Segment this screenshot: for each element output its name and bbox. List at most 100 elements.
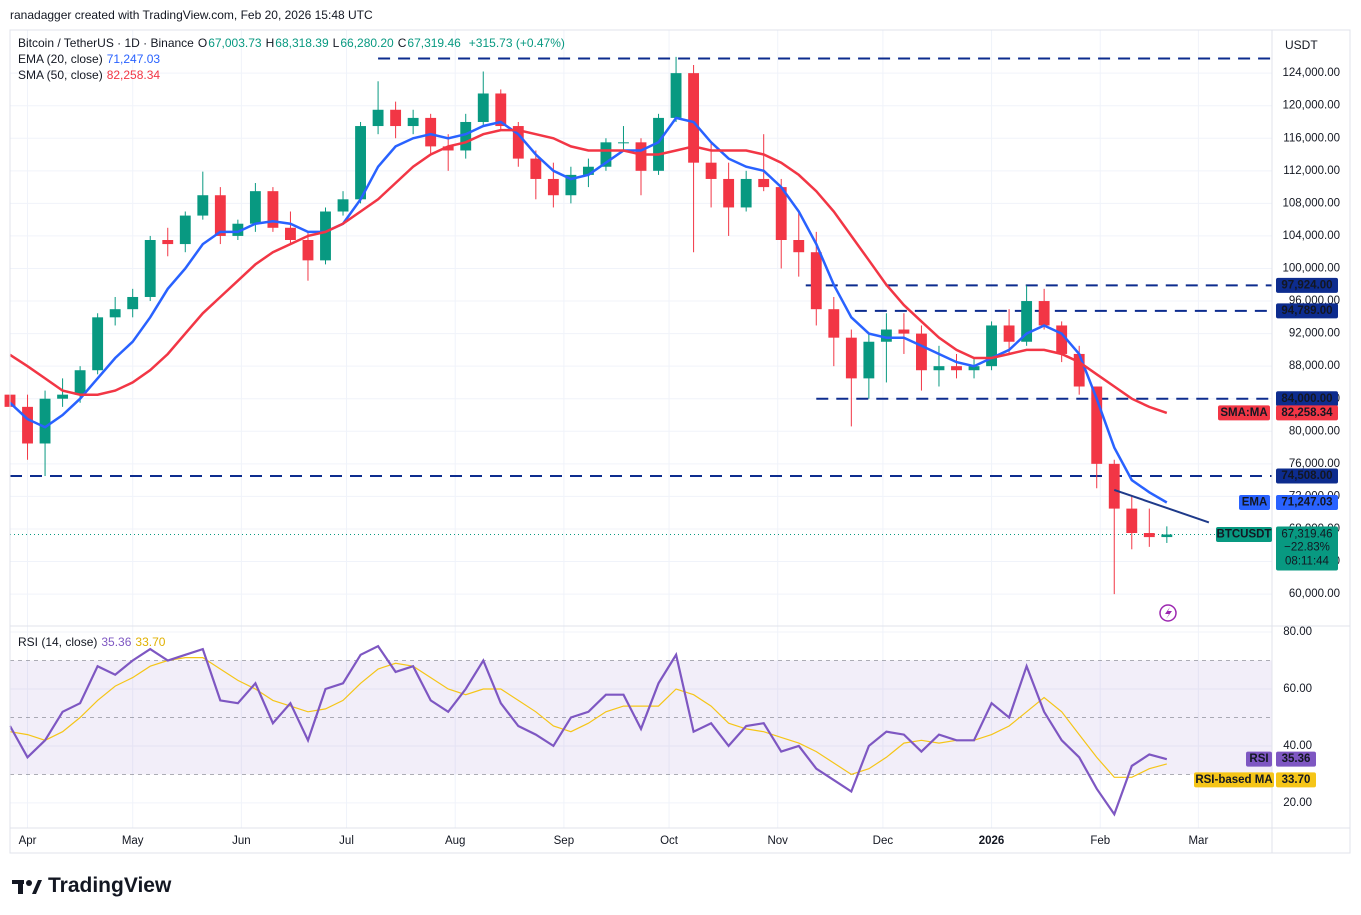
last-price-change: −22.83% <box>1284 542 1330 554</box>
alert-icon <box>1159 604 1177 622</box>
candle-body <box>1161 534 1173 538</box>
candle-body <box>337 199 349 212</box>
brand-logo: TradingView <box>12 874 175 898</box>
y-tick-label: 112,000.00 <box>1283 165 1340 177</box>
candle-body <box>355 126 366 200</box>
candle-body <box>407 117 419 127</box>
x-tick-label: Nov <box>767 835 788 847</box>
x-tick-label: Sep <box>554 835 574 847</box>
candle-body <box>39 398 51 444</box>
y-tick-label: 120,000.00 <box>1282 100 1340 112</box>
candle-body <box>249 191 261 224</box>
ohlc-value: 67,319.46 <box>407 36 461 50</box>
candle-body <box>775 187 787 240</box>
candle-body <box>22 406 33 444</box>
unit: USDT <box>1285 38 1318 52</box>
level-badge: 97,924.00 <box>1281 279 1332 291</box>
candle-body <box>127 296 139 310</box>
sma-name: SMA (50, close) <box>18 68 103 82</box>
candle-body <box>57 394 69 399</box>
last-price: 67,319.46 <box>1281 529 1332 541</box>
candle-body <box>179 215 191 245</box>
candle-body <box>565 174 577 196</box>
candle-body <box>74 370 86 395</box>
ma-badge: 71,247.03 <box>1281 497 1332 509</box>
candle-body <box>197 195 209 216</box>
brand: TradingView <box>48 874 172 897</box>
rsi-legend: RSI (14, close) 35.36 33.70 <box>18 635 169 649</box>
ma-badge-bg <box>1276 495 1338 511</box>
candle-body <box>1108 463 1120 509</box>
candle-body <box>828 309 840 338</box>
frame <box>9 29 1351 854</box>
level-badge-bg <box>1276 277 1338 293</box>
candle-body <box>530 158 542 179</box>
credit: ranadagger created with TradingView.com,… <box>10 8 373 22</box>
countdown: 08:11:44 <box>1285 556 1330 568</box>
ohlc-label: O <box>197 36 208 50</box>
candle-body <box>1021 301 1033 342</box>
rsi-value: 35.36 <box>101 635 132 649</box>
level-badge-bg <box>1276 468 1338 484</box>
rsi-tag-bg <box>1246 751 1272 767</box>
last-price-tag: BTCUSDT <box>1217 529 1272 541</box>
y-tick-label: 80,000.00 <box>1289 425 1340 437</box>
ma-tag: EMA <box>1242 497 1268 509</box>
symbol-line: Bitcoin / TetherUS · 1D · Binance O67,003… <box>18 36 569 50</box>
rsi-ma-badge: 33.70 <box>1282 774 1311 786</box>
ma-tag-bg <box>1239 495 1270 511</box>
ma-badge: 82,258.34 <box>1281 407 1333 419</box>
x-tick-label: Feb <box>1090 835 1110 847</box>
rsi-line <box>9 644 1168 817</box>
level-badge: 84,000.00 <box>1281 393 1332 405</box>
candle-body <box>442 146 454 151</box>
ema-name: EMA (20, close) <box>18 52 103 66</box>
trendline <box>1113 488 1210 524</box>
level-badge: 74,508.00 <box>1281 470 1332 482</box>
candle-body <box>109 309 121 318</box>
candle-body <box>547 178 559 196</box>
candle-body <box>1073 353 1085 387</box>
candle-body <box>705 162 717 179</box>
candle-body <box>1056 325 1068 354</box>
x-tick-label: 2026 <box>979 835 1005 847</box>
candle-body <box>582 166 594 175</box>
rsi-tick-label: 80.00 <box>1283 626 1312 638</box>
rsi-tick-label: 40.00 <box>1283 740 1312 752</box>
candle-body <box>495 93 507 127</box>
x-tick-label: Jul <box>339 835 354 847</box>
candle-body <box>302 240 314 261</box>
candle-body <box>512 126 524 159</box>
candle-body <box>1003 325 1015 342</box>
ema-legend: EMA (20, close) 71,247.03 <box>18 52 164 66</box>
ohlc: O67,003.73 H68,318.39 L66,280.20 C67,319.46 <box>198 36 465 50</box>
candle-body <box>320 211 331 261</box>
alert-icon <box>1165 607 1172 619</box>
change: +315.73 (+0.47%) <box>468 36 565 50</box>
candle-body <box>845 337 857 379</box>
ma-line <box>9 116 1168 504</box>
y-tick-label: 108,000.00 <box>1282 197 1340 209</box>
candle-body <box>162 240 174 245</box>
candle-body <box>810 252 822 310</box>
candle-body <box>92 317 104 371</box>
ma-line <box>9 128 1168 415</box>
ma-badge-bg <box>1276 405 1338 421</box>
level-badge-bg <box>1276 303 1338 319</box>
ohlc-label: C <box>397 36 407 50</box>
y-tick-label: 60,000.00 <box>1289 588 1340 600</box>
ohlc-value: 66,280.20 <box>340 36 394 50</box>
y-tick-label: 116,000.00 <box>1283 132 1340 144</box>
rsi-badge: 35.36 <box>1282 753 1311 765</box>
candle-body <box>898 329 910 334</box>
candle-body <box>285 227 296 240</box>
rsi-tick-label: 20.00 <box>1283 797 1312 809</box>
candle-body <box>600 142 612 167</box>
candle-body <box>425 117 437 147</box>
rsi-tag: RSI <box>1249 753 1268 765</box>
x-tick-label: Jun <box>232 835 251 847</box>
ohlc-label: H <box>265 36 275 50</box>
candle-body <box>267 191 279 228</box>
